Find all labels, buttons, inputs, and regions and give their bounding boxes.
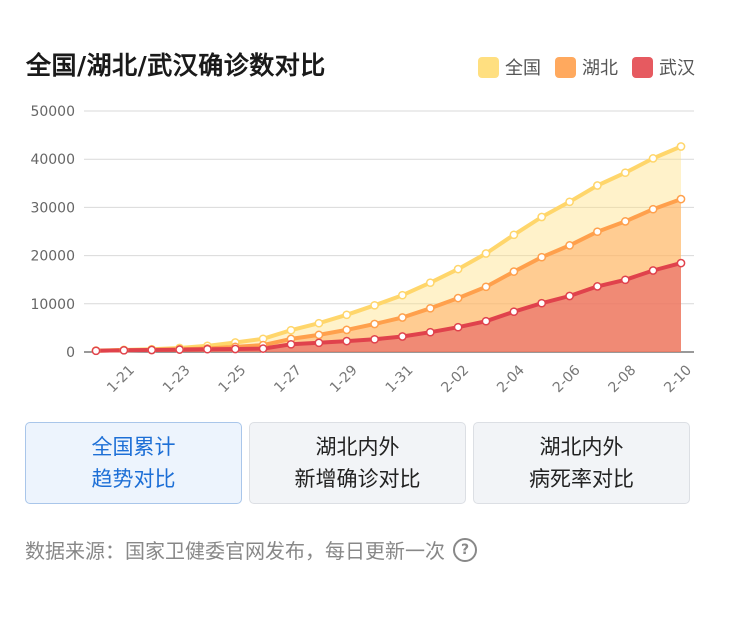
data-point-wuhan (314, 338, 324, 348)
data-point-national (370, 300, 379, 310)
tab-label-line1: 全国累计 (91, 435, 176, 459)
x-tick-label: 2-06 (550, 362, 584, 396)
legend-swatch-hubei (555, 56, 576, 78)
tab-hubei-new-confirmed[interactable]: 湖北内外 新增确诊对比 (249, 422, 466, 504)
legend-swatch-national (478, 56, 499, 78)
data-point-hubei (425, 303, 435, 313)
data-point-wuhan (230, 344, 240, 354)
data-point-wuhan (676, 258, 686, 268)
tab-label-line2: 趋势对比 (91, 467, 176, 491)
data-point-wuhan (91, 346, 101, 356)
legend-label-wuhan: 武汉 (659, 58, 695, 79)
data-point-wuhan (175, 345, 184, 354)
data-point-national (425, 278, 435, 288)
area-chart: 0 10000 20000 30000 40000 50000 1-21 1-23 1-25 1-… (30, 104, 695, 396)
data-point-wuhan (370, 334, 379, 344)
data-point-wuhan (286, 339, 296, 349)
x-tick-label: 1-27 (271, 362, 305, 396)
x-tick-label: 1-23 (160, 362, 194, 396)
data-point-wuhan (425, 327, 435, 337)
data-point-wuhan (147, 345, 157, 355)
data-point-national (593, 181, 602, 190)
tab-hubei-fatality-rate[interactable]: 湖北内外 病死率对比 (473, 422, 690, 504)
data-point-wuhan (453, 322, 463, 332)
area-wuhan (96, 263, 681, 352)
data-point-hubei (565, 241, 574, 250)
data-point-hubei (398, 313, 407, 322)
data-point-hubei (676, 194, 686, 204)
data-point-national (648, 154, 658, 163)
data-point-hubei (342, 325, 352, 335)
data-point-hubei (481, 282, 491, 292)
data-point-wuhan (620, 275, 630, 285)
data-source-text: 数据来源：国家卫健委官网发布，每日更新一次 (25, 539, 445, 563)
x-tick-label: 1-21 (104, 362, 138, 396)
y-tick-label: 30000 (30, 200, 75, 216)
data-point-national (398, 290, 407, 300)
legend-item-national[interactable]: 全国 (478, 54, 541, 80)
x-tick-label: 1-29 (327, 362, 361, 396)
data-point-national (537, 212, 547, 222)
data-point-hubei (537, 252, 547, 262)
data-point-wuhan (565, 291, 574, 301)
x-tick-label: 1-25 (216, 362, 250, 396)
data-point-national (676, 142, 686, 151)
data-point-national (481, 249, 491, 258)
data-point-wuhan (342, 336, 352, 346)
data-point-wuhan (648, 266, 658, 275)
x-tick-label: 2-10 (661, 362, 695, 396)
data-point-hubei (314, 330, 324, 340)
tab-label-line2: 病死率对比 (529, 467, 634, 491)
data-point-hubei (648, 204, 658, 214)
data-point-wuhan (509, 307, 519, 317)
chart-legend: 全国 湖北 武汉 (478, 54, 695, 80)
series-line-national (94, 144, 683, 353)
data-point-national (453, 264, 463, 274)
y-tick-label: 50000 (30, 104, 75, 120)
y-tick-label: 20000 (30, 249, 75, 265)
x-tick-label: 1-31 (383, 362, 417, 396)
tab-label-line1: 湖北内外 (315, 435, 400, 459)
data-point-wuhan (258, 344, 268, 353)
data-point-wuhan (481, 316, 491, 326)
x-tick-label: 2-08 (606, 362, 640, 396)
data-point-hubei (370, 319, 379, 329)
series-line-wuhan (94, 261, 683, 353)
data-point-wuhan (203, 344, 212, 354)
data-point-national (314, 318, 324, 328)
x-tick-label: 2-02 (438, 362, 472, 396)
data-point-hubei (593, 227, 602, 237)
data-point-hubei (509, 267, 519, 276)
y-tick-label: 10000 (30, 297, 75, 313)
tab-national-cumulative-trend[interactable]: 全国累计 趋势对比 (25, 422, 242, 504)
data-point-national (342, 310, 352, 320)
y-tick-label: 40000 (30, 152, 75, 168)
chart-tabs: 全国累计 趋势对比 湖北内外 新增确诊对比 湖北内外 病死率对比 (25, 422, 690, 504)
data-point-national (509, 230, 519, 240)
legend-item-hubei[interactable]: 湖北 (555, 54, 618, 80)
data-source-note: 数据来源：国家卫健委官网发布，每日更新一次 ? (25, 535, 477, 564)
data-point-wuhan (537, 298, 547, 308)
data-point-wuhan (593, 282, 602, 291)
data-point-national (286, 325, 296, 335)
data-point-wuhan (398, 332, 407, 341)
data-point-wuhan (119, 345, 129, 355)
data-point-national (620, 168, 630, 178)
legend-label-hubei: 湖北 (582, 58, 618, 79)
chart-title: 全国/湖北/武汉确诊数对比 (26, 51, 326, 80)
legend-swatch-wuhan (632, 56, 653, 78)
data-point-hubei (620, 217, 630, 226)
data-point-national (565, 197, 574, 207)
y-tick-label: 0 (66, 345, 75, 361)
data-point-hubei (453, 293, 463, 303)
legend-label-national: 全国 (505, 58, 541, 79)
x-tick-label: 2-04 (494, 362, 528, 396)
tab-label-line1: 湖北内外 (539, 435, 624, 459)
tab-label-line2: 新增确诊对比 (294, 467, 421, 491)
help-icon[interactable]: ? (453, 537, 477, 562)
legend-item-wuhan[interactable]: 武汉 (632, 54, 695, 80)
